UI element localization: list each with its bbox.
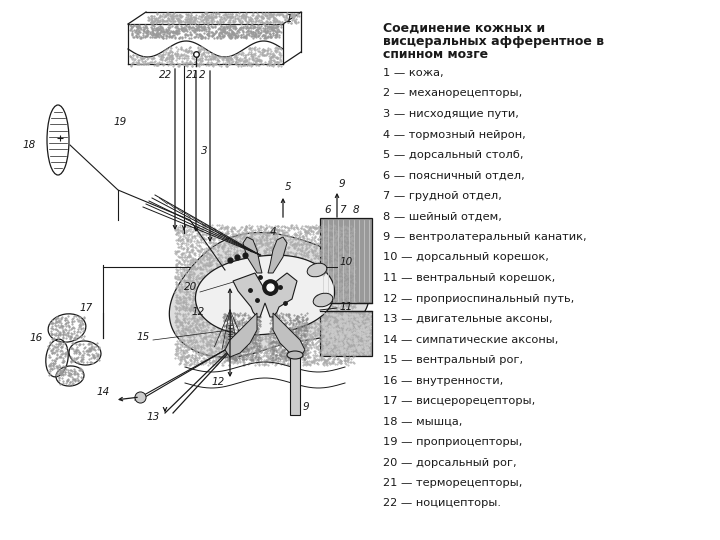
Text: 6 — поясничный отдел,: 6 — поясничный отдел, — [383, 171, 525, 180]
Text: 8: 8 — [353, 205, 359, 215]
Text: 4 — тормозный нейрон,: 4 — тормозный нейрон, — [383, 130, 526, 139]
Text: 3: 3 — [202, 146, 208, 156]
Text: 15 — вентральный рог,: 15 — вентральный рог, — [383, 355, 523, 365]
Ellipse shape — [287, 351, 303, 359]
Text: 15: 15 — [137, 332, 150, 342]
Polygon shape — [233, 273, 297, 317]
Text: 14 — симпатические аксоны,: 14 — симпатические аксоны, — [383, 334, 559, 345]
Text: 11: 11 — [340, 302, 354, 312]
Text: 5: 5 — [285, 182, 292, 192]
Text: 6: 6 — [325, 205, 331, 215]
Polygon shape — [268, 237, 287, 273]
Text: 10 — дорсальный корешок,: 10 — дорсальный корешок, — [383, 253, 549, 262]
Polygon shape — [320, 311, 372, 356]
Ellipse shape — [313, 293, 333, 307]
Text: 5 — дорсальный столб,: 5 — дорсальный столб, — [383, 150, 523, 160]
Text: 7 — грудной отдел,: 7 — грудной отдел, — [383, 191, 502, 201]
Text: спинном мозге: спинном мозге — [383, 48, 488, 61]
Text: 9: 9 — [303, 402, 310, 412]
Text: висцеральных афферентное в: висцеральных афферентное в — [383, 35, 604, 48]
Text: 10: 10 — [340, 257, 354, 267]
Text: 7: 7 — [338, 205, 346, 215]
Text: 16 — внутренности,: 16 — внутренности, — [383, 375, 503, 386]
Polygon shape — [169, 233, 369, 357]
Text: 2: 2 — [199, 70, 206, 80]
Bar — [290, 355, 300, 415]
Text: 16: 16 — [30, 333, 43, 343]
Text: 9 — вентролатеральный канатик,: 9 — вентролатеральный канатик, — [383, 232, 587, 242]
Text: 21: 21 — [186, 70, 199, 80]
Text: 12: 12 — [212, 377, 225, 387]
Text: 19: 19 — [113, 117, 126, 127]
Text: 14: 14 — [96, 387, 110, 397]
Text: 21 — терморецепторы,: 21 — терморецепторы, — [383, 478, 523, 488]
Text: 12 — проприоспинальный путь,: 12 — проприоспинальный путь, — [383, 294, 575, 303]
Text: 13: 13 — [147, 412, 160, 422]
Text: 19 — проприоцепторы,: 19 — проприоцепторы, — [383, 437, 523, 447]
Text: 1: 1 — [285, 14, 292, 24]
Text: Соединение кожных и: Соединение кожных и — [383, 22, 545, 35]
Polygon shape — [225, 313, 257, 357]
Text: 4: 4 — [270, 227, 276, 237]
Text: 22 — ноцицепторы.: 22 — ноцицепторы. — [383, 498, 501, 509]
Polygon shape — [273, 313, 305, 357]
Text: 1 — кожа,: 1 — кожа, — [383, 68, 444, 78]
Text: 17: 17 — [80, 303, 94, 313]
Polygon shape — [320, 218, 372, 303]
Text: 11 — вентральный корешок,: 11 — вентральный корешок, — [383, 273, 555, 283]
Text: 13 — двигательные аксоны,: 13 — двигательные аксоны, — [383, 314, 553, 324]
Text: 17 — висцерорецепторы,: 17 — висцерорецепторы, — [383, 396, 535, 406]
Text: 20: 20 — [184, 282, 197, 292]
Text: 3 — нисходящие пути,: 3 — нисходящие пути, — [383, 109, 519, 119]
Text: 18: 18 — [23, 140, 36, 150]
Text: 18 — мышца,: 18 — мышца, — [383, 416, 462, 427]
Text: 20 — дорсальный рог,: 20 — дорсальный рог, — [383, 457, 517, 468]
Text: 8 — шейный отдем,: 8 — шейный отдем, — [383, 212, 502, 221]
Text: 9: 9 — [339, 179, 346, 189]
Ellipse shape — [307, 263, 327, 277]
Text: 22: 22 — [158, 70, 172, 80]
Text: 2 — механорецепторы,: 2 — механорецепторы, — [383, 89, 522, 98]
Text: 12: 12 — [192, 307, 205, 317]
Polygon shape — [195, 255, 335, 335]
Polygon shape — [243, 237, 262, 273]
